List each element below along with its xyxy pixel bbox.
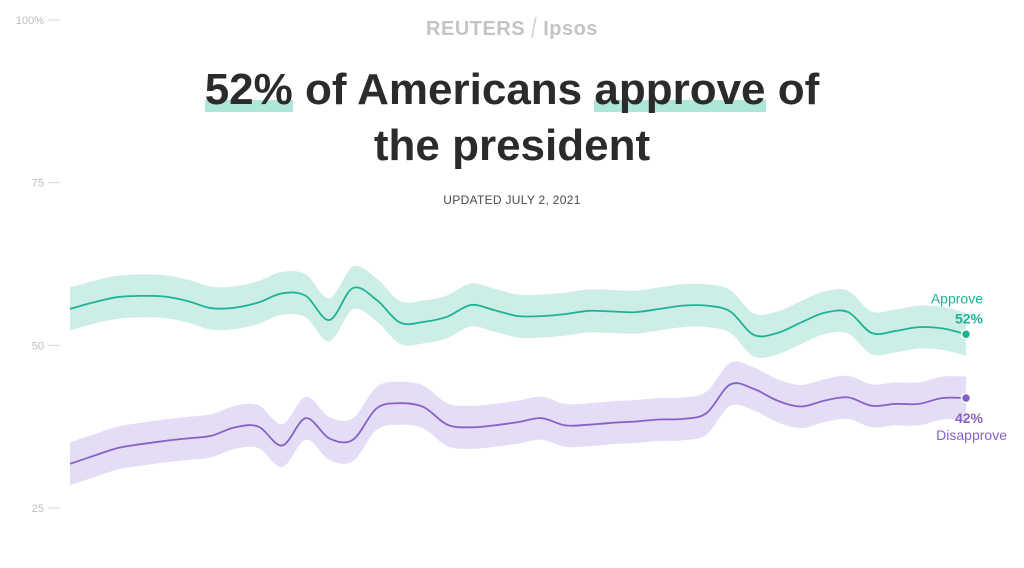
reuters-logo: REUTERS xyxy=(426,18,525,40)
brand-separator: / xyxy=(531,13,537,45)
disapprove-label-name: Disapprove xyxy=(936,427,1007,443)
title-text-tail: of xyxy=(766,65,820,114)
disapprove-band xyxy=(70,362,966,486)
title-line-2: the president xyxy=(374,121,650,170)
confidence-bands xyxy=(70,266,966,485)
updated-date: UPDATED JULY 2, 2021 xyxy=(0,193,1024,207)
approve-label-name: Approve xyxy=(931,290,983,306)
y-tick-label-50: 50 xyxy=(32,340,44,352)
y-tick-label-75: 75 xyxy=(32,178,44,190)
disapprove-end-marker xyxy=(962,394,971,403)
disapprove-label-value: 42% xyxy=(955,410,984,426)
ipsos-logo: Ipsos xyxy=(543,18,598,40)
y-tick-label-25: 25 xyxy=(32,503,44,515)
title-highlight-verb: approve xyxy=(594,65,765,114)
brand-logos: REUTERS / Ipsos xyxy=(0,18,1024,41)
approve-end-marker xyxy=(962,330,971,339)
approve-label-value: 52% xyxy=(955,310,984,326)
title-highlight-pct: 52% xyxy=(205,65,293,114)
chart-title: 52% of Americans approve of the presiden… xyxy=(112,62,912,174)
title-text-mid: of Americans xyxy=(293,65,595,114)
